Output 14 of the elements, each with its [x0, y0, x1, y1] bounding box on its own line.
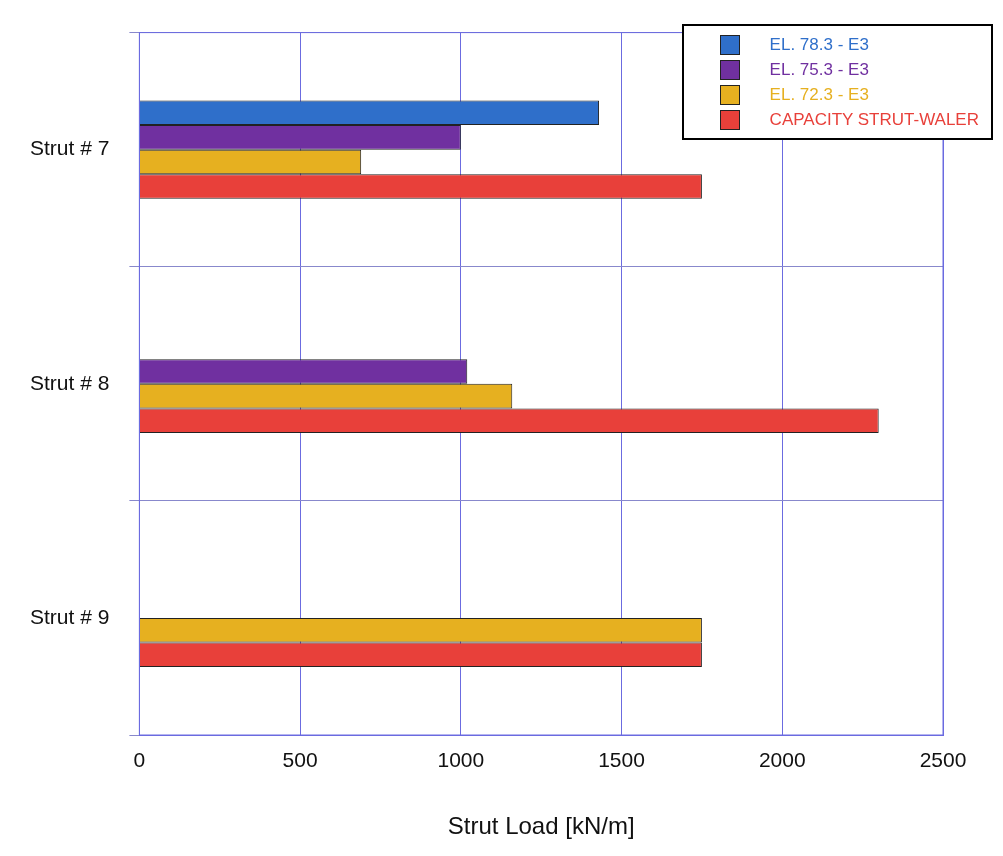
- x-tick-label: 2500: [919, 748, 967, 772]
- legend-label: EL. 78.3 - E3: [769, 34, 869, 55]
- y-tick-label: Strut # 8: [29, 370, 110, 394]
- legend-label: CAPACITY STRUT-WALER: [769, 109, 979, 130]
- x-tick-label: 0: [133, 748, 146, 772]
- x-tick-label: 2000: [758, 748, 806, 772]
- x-axis-title: Strut Load [kN/m]: [447, 812, 635, 840]
- legend-label: EL. 72.3 - E3: [769, 84, 869, 105]
- x-tick-label: 500: [282, 748, 318, 772]
- x-tick-label: 1500: [598, 748, 645, 772]
- y-tick-label: Strut # 9: [29, 604, 110, 628]
- x-tick-label: 1000: [437, 748, 485, 772]
- legend-label: EL. 75.3 - E3: [769, 59, 869, 80]
- y-tick-label: Strut # 7: [29, 136, 110, 160]
